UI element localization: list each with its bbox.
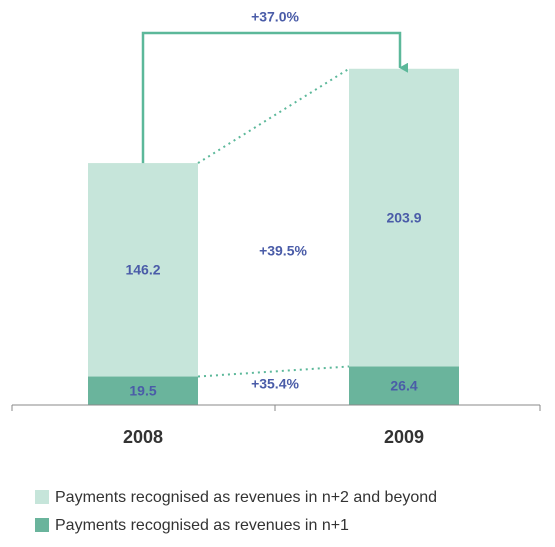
x-tick-label: 2009: [384, 427, 424, 447]
x-tick-label: 2008: [123, 427, 163, 447]
annotation: +37.0%: [251, 9, 299, 25]
legend-label: Payments recognised as revenues in n+2 a…: [55, 489, 437, 506]
connector: [197, 365, 350, 378]
value-label: 146.2: [125, 262, 160, 278]
bar-segment: [88, 376, 198, 405]
annotation: +39.5%: [259, 243, 307, 259]
value-label: 203.9: [386, 209, 421, 225]
value-label: 19.5: [129, 382, 156, 398]
annotation: +35.4%: [251, 376, 299, 392]
legend-swatch: [35, 490, 49, 504]
value-label: 26.4: [390, 377, 417, 393]
connector: [197, 67, 350, 164]
legend-label: Payments recognised as revenues in n+1: [55, 517, 349, 534]
bar-segment: [88, 163, 198, 377]
bar-segment: [349, 68, 459, 367]
growth-arrow: [141, 31, 408, 164]
legend-swatch: [35, 518, 49, 532]
bar-segment: [349, 366, 459, 405]
